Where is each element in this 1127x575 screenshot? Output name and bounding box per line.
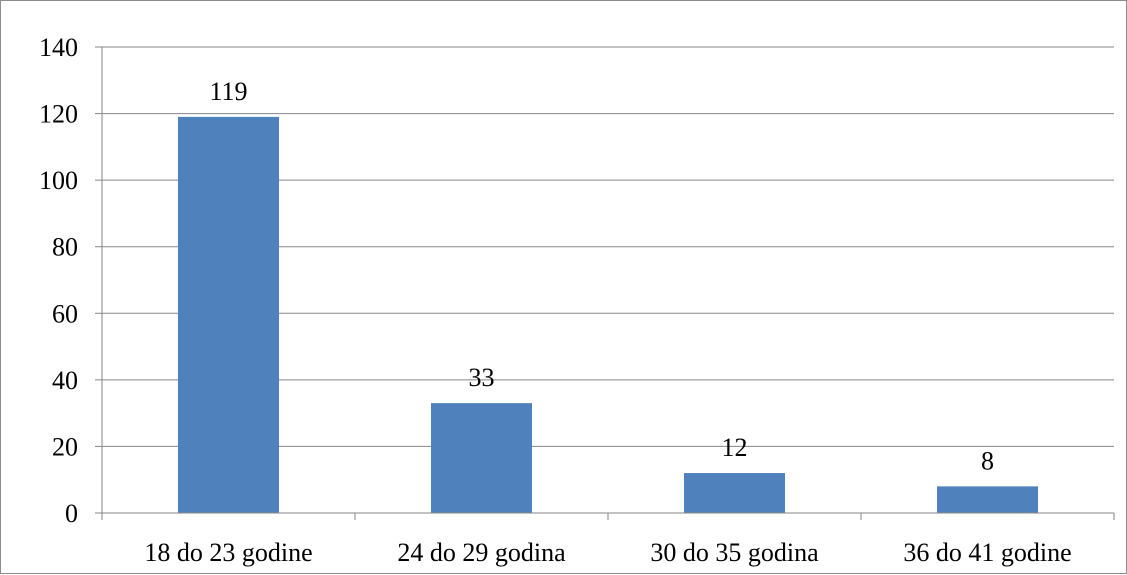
y-tick-label: 60 xyxy=(52,299,78,328)
y-tick-label: 120 xyxy=(39,100,78,129)
data-label: 12 xyxy=(722,433,748,462)
x-tick-label: 30 do 35 godina xyxy=(650,538,819,567)
bar-4 xyxy=(937,486,1038,513)
x-tick-label: 18 do 23 godine xyxy=(144,538,312,567)
y-tick-label: 140 xyxy=(39,33,78,62)
data-label: 119 xyxy=(209,77,247,106)
y-tick-label: 40 xyxy=(52,366,78,395)
data-label: 33 xyxy=(469,363,495,392)
x-tick-labels: 18 do 23 godine 24 do 29 godina 30 do 35 g… xyxy=(144,538,1071,567)
y-tick-label: 100 xyxy=(39,166,78,195)
y-tick-labels: 0 20 40 60 80 100 120 140 xyxy=(39,33,78,528)
y-tick-label: 80 xyxy=(52,233,78,262)
x-tick-label: 24 do 29 godina xyxy=(397,538,566,567)
data-labels: 119 33 12 8 xyxy=(209,77,994,475)
x-tick-label: 36 do 41 godine xyxy=(903,538,1071,567)
bar-2 xyxy=(431,403,532,513)
y-tick-label: 0 xyxy=(65,499,78,528)
y-tick-label: 20 xyxy=(52,432,78,461)
bars xyxy=(178,116,1038,514)
axes xyxy=(95,46,1115,520)
bar-1 xyxy=(178,116,279,514)
data-label: 8 xyxy=(981,446,994,475)
bar-3 xyxy=(684,473,785,513)
